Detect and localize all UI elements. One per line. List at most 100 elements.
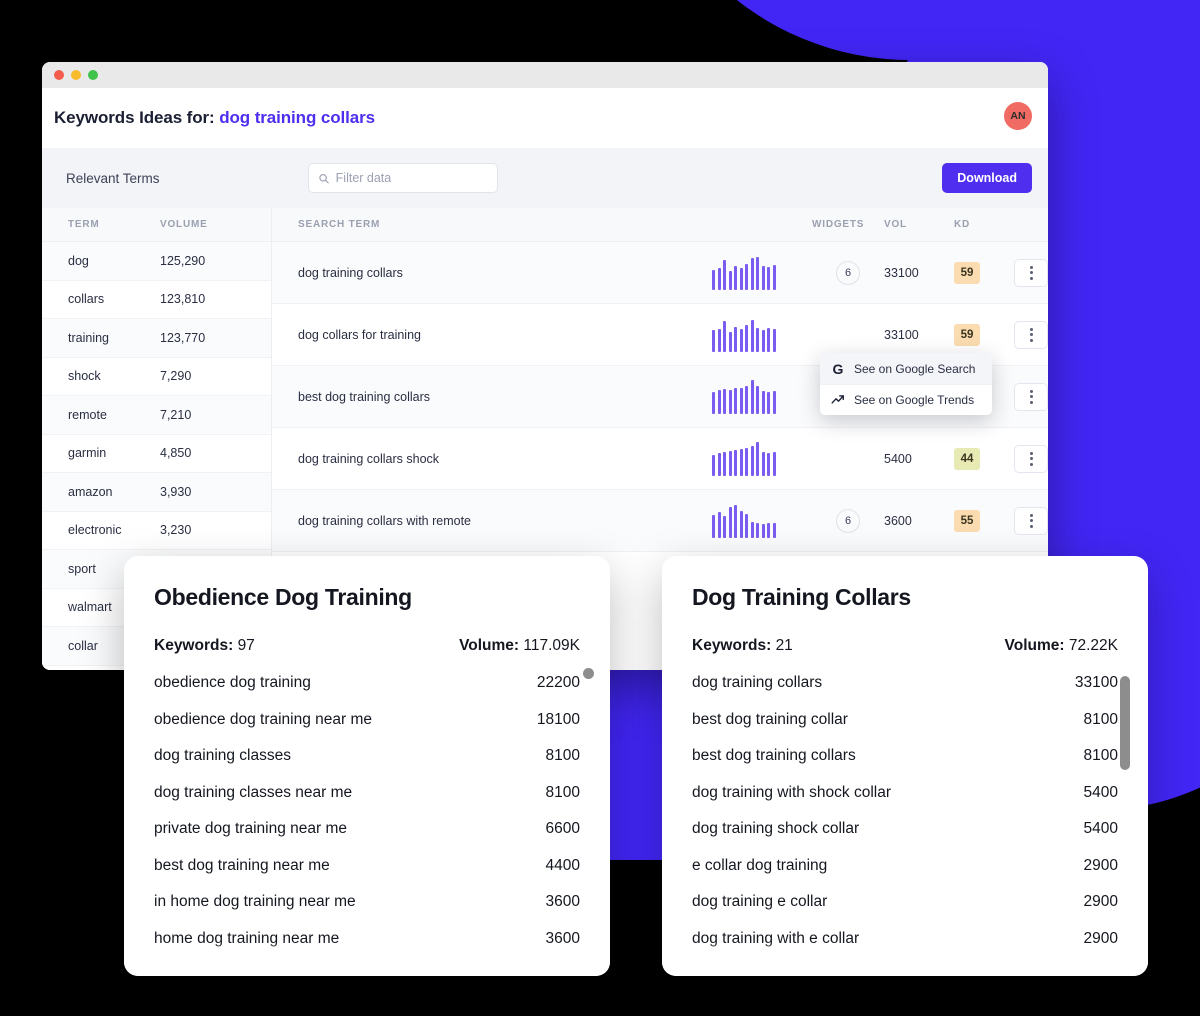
search-input[interactable] bbox=[335, 171, 488, 185]
list-item[interactable]: best dog training collars 8100 bbox=[692, 747, 1118, 784]
window-body: TERM VOLUME dog 125,290 collars 123,810 trai… bbox=[42, 208, 1048, 670]
download-button[interactable]: Download bbox=[942, 163, 1032, 193]
cell-term: dog bbox=[68, 253, 89, 268]
table-row[interactable]: dog training collars shock 5400 44 bbox=[272, 428, 1048, 490]
list-item[interactable]: dog training classes 8100 bbox=[154, 747, 580, 784]
window-titlebar bbox=[42, 62, 1048, 88]
table-row[interactable]: garmin 4,850 bbox=[42, 435, 271, 473]
sparkline-bar bbox=[728, 270, 732, 290]
cell-term: collar bbox=[68, 638, 98, 653]
sparkline-bar bbox=[756, 256, 759, 290]
card-volume-stat: Volume: 117.09K bbox=[459, 637, 580, 655]
maximize-button[interactable] bbox=[88, 70, 98, 80]
table-row[interactable]: dog collars for training 33100 59 bbox=[272, 304, 1048, 366]
keyword-volume: 8100 bbox=[1083, 710, 1118, 728]
menu-item-google-trends[interactable]: See on Google Trends bbox=[820, 384, 992, 415]
card-volume-value: 117.09K bbox=[523, 637, 580, 654]
row-menu-button[interactable] bbox=[1014, 320, 1048, 349]
list-item[interactable]: e collar dog training 2900 bbox=[692, 857, 1118, 894]
kebab-dot bbox=[1029, 327, 1033, 331]
table-row[interactable]: remote 7,210 bbox=[42, 396, 271, 435]
scrollbar-thumb[interactable] bbox=[583, 668, 594, 679]
column-header-search-term: SEARCH TERM bbox=[298, 219, 381, 230]
search-terms-header-row: SEARCH TERM WIDGETS VOL KD bbox=[272, 208, 1048, 242]
widgets-count-badge: 6 bbox=[836, 260, 860, 285]
list-item[interactable]: dog training classes near me 8100 bbox=[154, 784, 580, 821]
kebab-dot bbox=[1029, 524, 1033, 528]
context-menu: G See on Google Search See on Google Tre… bbox=[820, 353, 992, 415]
sparkline-chart bbox=[712, 380, 812, 414]
list-item[interactable]: best dog training collar 8100 bbox=[692, 711, 1118, 748]
close-button[interactable] bbox=[54, 70, 64, 80]
keyword-name: best dog training collars bbox=[692, 747, 856, 764]
kebab-dot bbox=[1029, 451, 1033, 455]
table-row[interactable]: shock 7,290 bbox=[42, 358, 271, 396]
list-item[interactable]: in home dog training near me 3600 bbox=[154, 893, 580, 930]
card-stats: Keywords: 97 Volume: 117.09K bbox=[154, 637, 580, 655]
kebab-dot bbox=[1029, 271, 1033, 274]
keyword-volume: 22200 bbox=[536, 674, 580, 691]
list-item[interactable]: dog training e collar 2900 bbox=[692, 893, 1118, 930]
table-row[interactable]: dog training collars 6 33100 59 bbox=[272, 242, 1048, 304]
table-row[interactable]: dog 125,290 bbox=[42, 242, 271, 281]
table-row[interactable]: electronic 3,230 bbox=[42, 512, 271, 550]
keyword-name: dog training e collar bbox=[692, 893, 828, 910]
keyword-name: obedience dog training near me bbox=[154, 710, 373, 728]
keyword-name: dog training collars bbox=[692, 674, 823, 691]
cell-term: shock bbox=[68, 369, 101, 384]
list-item[interactable]: dog training shock collar 5400 bbox=[692, 820, 1118, 857]
kebab-dot bbox=[1029, 265, 1033, 269]
app-header: Keywords Ideas for: dog training collars… bbox=[42, 88, 1048, 148]
sparkline-bar bbox=[717, 512, 721, 538]
list-item[interactable]: private dog training near me 6600 bbox=[154, 820, 580, 857]
sparkline-bar bbox=[745, 447, 748, 476]
cell-term: amazon bbox=[68, 484, 113, 499]
sparkline-bar bbox=[767, 267, 770, 290]
row-menu-button[interactable] bbox=[1014, 444, 1048, 473]
card-title: Dog Training Collars bbox=[692, 584, 911, 610]
list-item[interactable]: obedience dog training 22200 bbox=[154, 674, 580, 711]
table-row[interactable]: training 123,770 bbox=[42, 319, 271, 358]
sparkline-bar bbox=[761, 523, 765, 538]
list-item[interactable]: dog training with shock collar 5400 bbox=[692, 784, 1118, 821]
avatar[interactable]: AN bbox=[1004, 102, 1032, 130]
sparkline-bar bbox=[767, 392, 770, 414]
sparkline-bar bbox=[761, 391, 765, 414]
filter-field-wrapper[interactable] bbox=[308, 163, 498, 193]
cell-kd: 44 bbox=[954, 447, 1014, 470]
kebab-dot bbox=[1029, 400, 1033, 404]
cell-search-term: dog training collars shock bbox=[298, 451, 440, 466]
sparkline-bar bbox=[750, 258, 754, 290]
toolbar: Relevant Terms Download bbox=[42, 148, 1048, 208]
list-item[interactable]: obedience dog training near me 18100 bbox=[154, 711, 580, 748]
cell-volume: 7,290 bbox=[160, 369, 192, 384]
list-item[interactable]: best dog training near me 4400 bbox=[154, 857, 580, 894]
sparkline-bar bbox=[750, 521, 754, 538]
cell-search-term: dog training collars with remote bbox=[298, 513, 471, 528]
minimize-button[interactable] bbox=[71, 70, 81, 80]
row-menu-button[interactable] bbox=[1014, 382, 1048, 411]
sparkline-bar bbox=[772, 451, 776, 476]
row-menu-button[interactable] bbox=[1014, 506, 1048, 535]
keyword-volume: 8100 bbox=[1083, 747, 1118, 764]
cell-term: training bbox=[68, 330, 109, 345]
scrollbar-thumb[interactable] bbox=[1120, 676, 1130, 770]
cell-search-term: best dog training collars bbox=[298, 389, 431, 404]
list-item[interactable]: dog training collars 33100 bbox=[692, 674, 1118, 711]
column-header-kd: KD bbox=[954, 219, 971, 230]
row-menu-button[interactable] bbox=[1014, 258, 1048, 287]
card-volume-label: Volume: bbox=[1004, 637, 1065, 654]
kebab-dot bbox=[1029, 338, 1033, 342]
sparkline-bar bbox=[767, 523, 770, 538]
table-row[interactable]: amazon 3,930 bbox=[42, 473, 271, 512]
table-row[interactable]: dog training collars with remote 6 3600 55 bbox=[272, 490, 1048, 552]
card-volume-label: Volume: bbox=[459, 637, 520, 654]
sparkline-bar bbox=[712, 391, 715, 414]
status-badge: 59 bbox=[954, 261, 980, 284]
sparkline-bar bbox=[723, 389, 726, 414]
sparkline-bar bbox=[712, 455, 715, 476]
background-blob-lower-right bbox=[1140, 520, 1200, 780]
sparkline-bar bbox=[723, 259, 726, 290]
menu-item-google-search[interactable]: G See on Google Search bbox=[820, 353, 992, 384]
table-row[interactable]: collars 123,810 bbox=[42, 281, 271, 319]
